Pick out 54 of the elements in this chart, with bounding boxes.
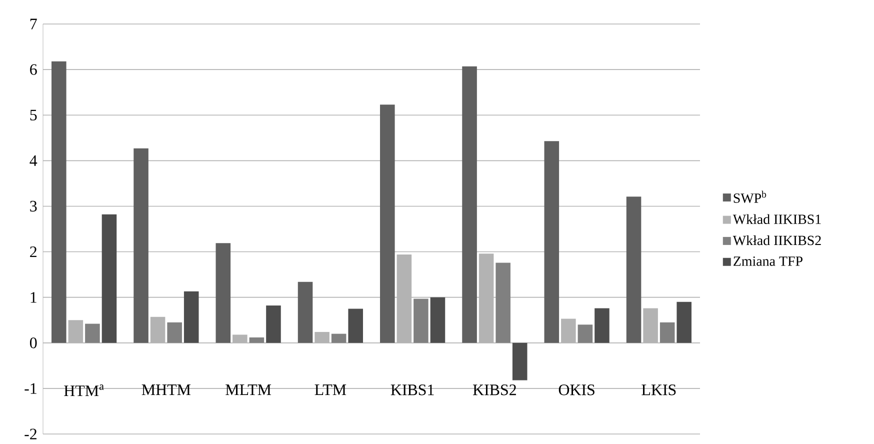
x-tick-label: LTM	[314, 384, 346, 395]
y-tick-label: 1	[30, 292, 36, 303]
bar	[167, 322, 182, 343]
bar	[249, 337, 264, 343]
bar	[578, 324, 593, 343]
x-tick-label: KIBS1	[390, 384, 434, 396]
y-tick-label: -1	[24, 383, 36, 394]
y-tick-label: 7	[30, 18, 37, 30]
bar	[380, 104, 395, 343]
x-tick-label: MHTM	[142, 384, 191, 395]
bar	[478, 254, 494, 343]
bar	[462, 66, 477, 343]
y-tick-label: -2	[24, 428, 36, 440]
y-tick-label: 5	[30, 110, 37, 120]
bar	[184, 291, 199, 343]
bar	[216, 243, 231, 343]
bar	[266, 306, 281, 343]
bar	[676, 302, 692, 343]
x-tick-label: LKIS	[642, 384, 676, 396]
bar	[68, 320, 84, 343]
bar	[430, 297, 446, 343]
bar	[643, 308, 658, 343]
bar	[594, 308, 610, 343]
bar	[512, 342, 528, 380]
bar	[52, 61, 66, 343]
bar	[298, 282, 313, 343]
bar	[626, 196, 642, 343]
bar	[134, 148, 148, 343]
bar	[496, 262, 510, 343]
bar	[314, 332, 330, 343]
bar	[348, 308, 363, 343]
y-tick-label: 0	[30, 338, 37, 348]
bar	[102, 214, 117, 343]
x-tick-label: HTM$^{a}$	[64, 384, 104, 396]
legend-label: SWP$^{b}$	[734, 190, 766, 203]
bar	[396, 254, 412, 343]
legend-label: Wkład IIKIBS1	[732, 214, 821, 224]
x-tick-label: MLTM	[226, 384, 272, 395]
bar	[85, 324, 100, 343]
bar	[150, 316, 166, 343]
x-tick-label: KIBS2	[473, 384, 516, 396]
bar	[544, 141, 560, 343]
bar	[561, 318, 576, 343]
legend-label: Wkład IIKIBS2	[732, 235, 821, 246]
bar	[232, 334, 248, 343]
x-tick-label: OKIS	[558, 384, 594, 396]
bar	[331, 334, 346, 343]
y-tick-label: 3	[30, 200, 37, 212]
y-tick-label: 6	[30, 64, 37, 75]
bar	[660, 322, 675, 343]
legend-label: Zmiana TFP	[734, 256, 802, 266]
bar	[414, 298, 428, 343]
y-tick-label: 2	[30, 246, 36, 258]
y-tick-label: 4	[30, 155, 38, 166]
